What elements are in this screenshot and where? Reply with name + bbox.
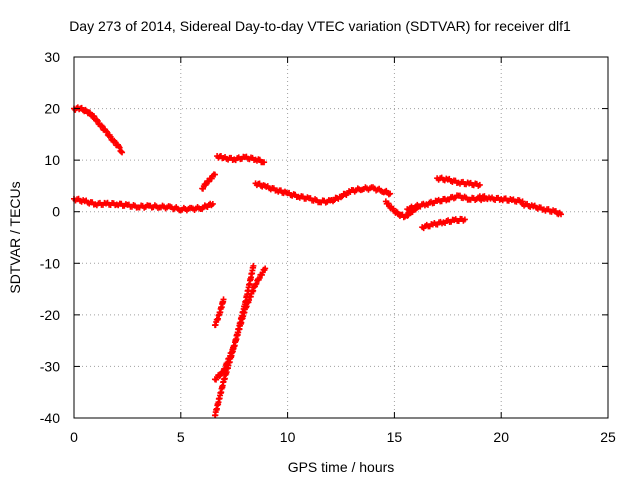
y-tick-label: -30: [40, 358, 60, 374]
data-point: [103, 128, 110, 135]
data-point: [385, 200, 392, 207]
series-arc-6: [211, 262, 257, 383]
series-arc-2: [71, 195, 216, 214]
data-point: [405, 212, 412, 219]
data-point: [220, 296, 227, 303]
data-point: [253, 280, 260, 287]
data-point: [98, 122, 105, 129]
y-tick-label: 30: [44, 49, 60, 65]
tick-labels: 0 5 10 15 20 25 -40 -30 -20 -10 0 10 20 30: [40, 49, 616, 445]
data-point: [209, 200, 216, 207]
data-point: [107, 133, 114, 140]
y-axis-label: SDTVAR / TECUs: [7, 181, 23, 293]
series-arc-3: [199, 171, 218, 192]
data-point: [250, 262, 257, 269]
series-arc-5: [211, 296, 227, 329]
y-tick-label: 20: [44, 101, 60, 117]
grid: [74, 57, 608, 418]
series-arc-11: [434, 174, 483, 189]
x-tick-label: 0: [70, 429, 78, 445]
data-point: [211, 171, 218, 178]
y-tick-label: 0: [52, 204, 60, 220]
series-arc-13: [476, 193, 526, 206]
x-tick-label: 15: [387, 429, 403, 445]
x-tick-label: 20: [493, 429, 509, 445]
series-arc-4: [214, 153, 268, 166]
series-arc-12: [419, 215, 468, 232]
x-tick-label: 5: [177, 429, 185, 445]
chart-title: Day 273 of 2014, Sidereal Day-to-day VTE…: [69, 18, 571, 34]
x-tick-label: 10: [280, 429, 296, 445]
data-points: [71, 104, 565, 419]
data-point: [119, 149, 126, 156]
data-point: [262, 265, 269, 272]
data-point: [387, 190, 394, 197]
data-point: [476, 181, 483, 188]
tick-marks: [73, 56, 609, 419]
data-point: [558, 211, 565, 218]
x-tick-label: 25: [600, 429, 616, 445]
x-axis-label: GPS time / hours: [288, 459, 395, 475]
y-tick-label: -40: [40, 410, 60, 426]
data-point: [256, 275, 263, 282]
data-point: [461, 216, 468, 223]
series-arc-14: [519, 200, 565, 218]
data-point: [261, 159, 268, 166]
y-tick-label: 10: [44, 152, 60, 168]
plot-frame: [73, 56, 609, 419]
data-point: [91, 113, 98, 120]
series-arc-7: [211, 265, 269, 419]
data-point: [116, 144, 123, 151]
y-tick-label: -20: [40, 307, 60, 323]
series-arc-1: [71, 104, 126, 156]
series-arc-8: [252, 180, 394, 206]
y-tick-label: -10: [40, 255, 60, 271]
data-point: [94, 118, 101, 125]
series-arc-10: [404, 192, 488, 213]
